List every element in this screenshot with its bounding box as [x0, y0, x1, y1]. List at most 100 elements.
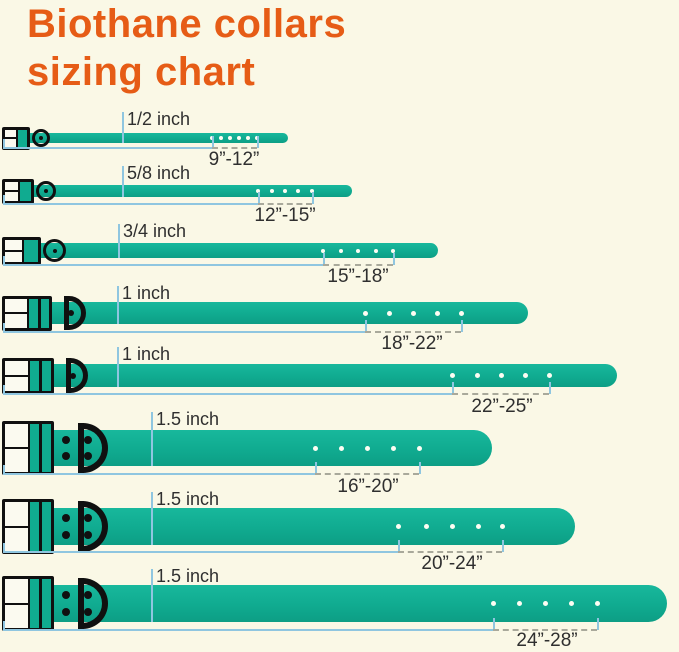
d-ring: [66, 358, 89, 393]
hole: [542, 601, 548, 606]
width-label: 1.5 inch: [156, 409, 220, 429]
dimension-tick: [257, 136, 259, 148]
d-ring: [64, 296, 87, 330]
hole: [246, 136, 250, 140]
dimension-line: [3, 551, 398, 553]
dimension-tick: [212, 136, 214, 148]
dimension-line: [3, 473, 315, 475]
rivet: [62, 591, 70, 599]
hole: [522, 373, 528, 378]
hole: [449, 524, 455, 529]
hole: [474, 373, 480, 378]
width-tick: [151, 412, 153, 466]
hole: [390, 445, 396, 451]
collar-strap: [2, 243, 438, 258]
dimension-dash: [315, 473, 419, 475]
hole: [296, 189, 300, 193]
width-tick: [151, 569, 153, 622]
buckle: [2, 236, 41, 265]
hole: [516, 601, 522, 606]
hole: [256, 189, 260, 193]
dimension-tick: [258, 192, 260, 204]
page-title: Biothane collars sizing chart: [27, 0, 346, 96]
dimension-tick: [461, 320, 463, 332]
width-tick: [118, 224, 120, 258]
hole: [374, 248, 378, 253]
buckle-slot: [5, 298, 28, 312]
hole: [237, 136, 241, 140]
rivet: [62, 608, 70, 616]
hole: [362, 310, 368, 316]
buckle: [2, 499, 54, 554]
size-label: 16”-20”: [337, 476, 399, 497]
width-label: 1 inch: [122, 344, 171, 364]
dimension-line: [3, 147, 212, 149]
width-tick: [117, 286, 119, 324]
dimension-tick: [398, 540, 400, 552]
dimension-line: [3, 264, 323, 266]
buckle-slot: [5, 192, 19, 201]
buckle-slot: [5, 376, 29, 391]
buckle-slot: [5, 314, 28, 328]
hole: [490, 601, 496, 606]
dimension-dash: [365, 331, 461, 333]
size-label: 9”-12”: [208, 149, 260, 170]
rivet: [84, 514, 92, 522]
hole: [391, 248, 395, 253]
hole: [449, 373, 455, 378]
dimension-tick: [393, 253, 395, 265]
rivet: [84, 608, 92, 616]
hole: [458, 310, 464, 316]
buckle-slot: [5, 449, 28, 472]
dimension-line: [3, 393, 452, 395]
size-label: 24”-28”: [516, 630, 578, 651]
width-label: 3/4 inch: [123, 221, 187, 241]
buckle-slot: [5, 604, 28, 628]
title-line-1: Biothane collars: [27, 2, 347, 46]
hole: [228, 136, 232, 140]
o-ring: [43, 239, 66, 262]
width-label: 5/8 inch: [127, 163, 191, 183]
rivet: [84, 452, 92, 460]
buckle-prong: [39, 579, 42, 628]
hole: [594, 601, 600, 606]
dimension-tick: [3, 139, 5, 148]
size-label: 12”-15”: [254, 205, 316, 226]
strap-tongue: [18, 129, 27, 147]
hole: [310, 189, 314, 193]
ring-pin: [70, 372, 77, 379]
hole: [416, 445, 422, 451]
dimension-tick: [549, 382, 551, 394]
hole: [339, 248, 343, 253]
ring-pin: [68, 310, 75, 316]
hole: [270, 189, 274, 193]
strap-tongue: [23, 239, 38, 262]
d-ring: [78, 578, 108, 629]
dimension-tick: [365, 320, 367, 332]
buckle-slot: [5, 239, 22, 250]
dimension-dash: [493, 629, 597, 631]
collar-strap: [2, 585, 667, 622]
buckle-slot: [5, 579, 28, 603]
dimension-tick: [597, 618, 599, 630]
width-label: 1.5 inch: [156, 566, 220, 586]
width-tick: [122, 166, 124, 197]
dimension-tick: [3, 621, 5, 630]
collar-strap: [2, 302, 528, 324]
dimension-tick: [3, 543, 5, 552]
hole: [410, 310, 416, 316]
d-ring: [78, 423, 108, 473]
buckle-prong: [39, 360, 43, 391]
hole: [498, 373, 504, 378]
rivet: [84, 531, 92, 539]
width-label: 1/2 inch: [127, 109, 191, 129]
hole: [475, 524, 481, 529]
o-ring: [36, 181, 57, 201]
dimension-dash: [398, 551, 502, 553]
hole: [356, 248, 360, 253]
buckle-slot: [5, 502, 28, 526]
dimension-tick: [3, 195, 5, 204]
dimension-line: [3, 629, 493, 631]
width-label: 1 inch: [122, 283, 171, 303]
buckle-slot: [5, 527, 28, 551]
